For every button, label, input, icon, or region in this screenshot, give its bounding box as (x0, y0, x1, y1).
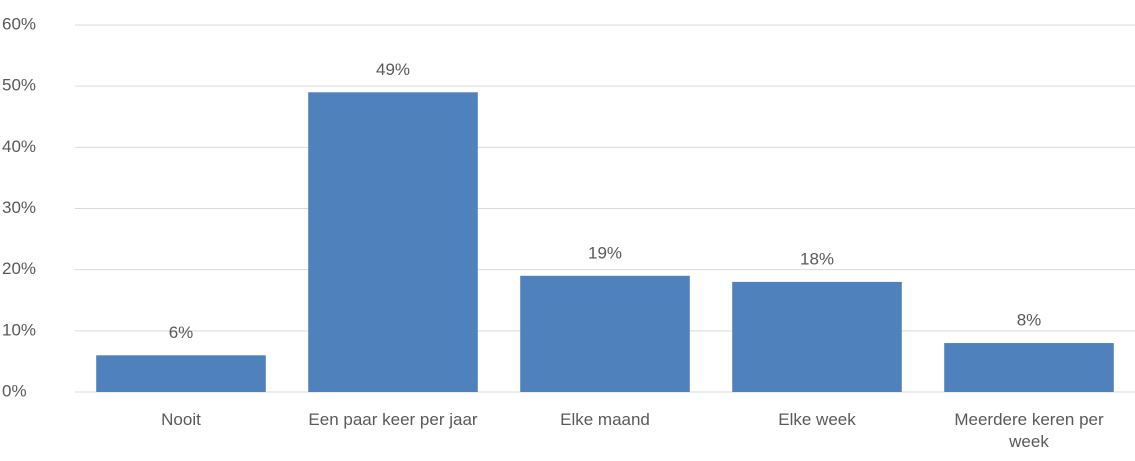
bar (520, 275, 690, 392)
y-tick-label: 10% (2, 320, 36, 339)
y-tick-label: 50% (2, 76, 36, 95)
y-tick-label: 30% (2, 198, 36, 217)
y-tick-label: 40% (2, 137, 36, 156)
bar (96, 355, 266, 392)
bar (944, 343, 1114, 392)
x-tick-label: Elke maand (560, 410, 650, 429)
y-tick-label: 0% (2, 381, 27, 400)
y-tick-label: 20% (2, 259, 36, 278)
data-label: 49% (376, 60, 410, 79)
data-label: 6% (169, 323, 194, 342)
data-label: 18% (800, 249, 834, 268)
x-tick-label: Meerdere keren per week (954, 410, 1104, 451)
data-label: 19% (588, 243, 622, 262)
bar (732, 281, 902, 392)
x-tick-label: Een paar keer per jaar (308, 410, 478, 429)
x-tick-label: Nooit (161, 410, 201, 429)
data-label: 8% (1017, 311, 1042, 330)
y-tick-label: 60% (2, 14, 36, 33)
x-tick-label: Elke week (778, 410, 856, 429)
bar (308, 92, 478, 393)
